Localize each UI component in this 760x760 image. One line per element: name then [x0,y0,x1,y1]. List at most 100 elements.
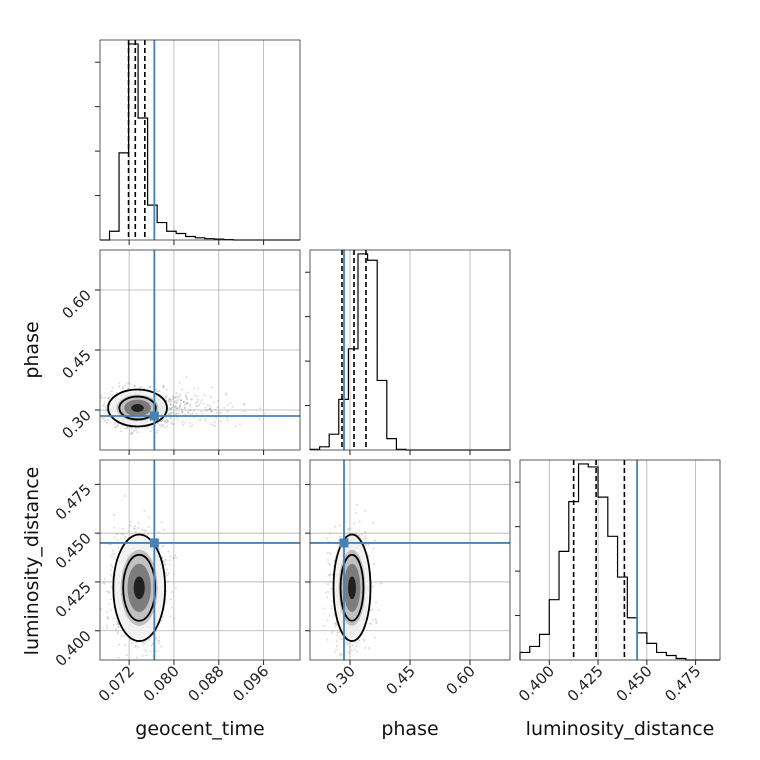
scatter-point [206,408,209,411]
scatter-point [173,400,176,403]
scatter-point [157,531,160,534]
scatter-point [158,640,161,642]
scatter-point [131,642,133,645]
scatter-point [168,412,170,415]
scatter-point [369,609,372,612]
scatter-point [134,426,137,429]
scatter-point [186,398,189,401]
scatter-point [160,619,163,622]
scatter-point [148,638,150,641]
truth-marker [149,538,159,548]
scatter-point [178,405,181,408]
scatter-point [107,396,110,399]
scatter-point [193,409,196,412]
scatter-point [160,425,163,428]
scatter-point [165,568,168,571]
scatter-point [378,609,380,612]
scatter-point [348,652,351,655]
scatter-point [158,636,161,639]
scatter-point [175,557,178,560]
scatter-point [166,420,169,423]
scatter-point [178,381,181,384]
scatter-point [181,420,184,423]
scatter-point [331,632,334,635]
scatter-point [107,419,110,422]
scatter-point [133,527,136,530]
scatter-point [111,553,114,556]
scatter-point [130,427,133,430]
scatter-point [176,418,179,421]
scatter-point [114,557,117,560]
scatter-point [211,386,214,389]
scatter-point [163,563,166,566]
scatter-point [114,422,117,425]
scatter-point [347,528,350,531]
scatter-point [183,421,186,424]
scatter-point [110,585,113,588]
scatter-point [182,401,185,404]
scatter-point [353,648,356,651]
scatter-point [329,532,331,535]
scatter-point [106,615,109,618]
scatter-point [213,425,216,427]
scatter-point [130,433,133,435]
scatter-point [166,574,169,577]
scatter-point [354,641,357,644]
scatter-point [160,545,163,548]
scatter-point [120,635,123,637]
scatter-point [141,641,144,644]
scatter-point [148,516,151,519]
scatter-point [196,400,199,403]
scatter-point [174,586,177,589]
scatter-point [355,644,358,647]
scatter-point [118,643,121,646]
scatter-point [165,395,168,398]
scatter-point [327,574,330,577]
scatter-point [226,419,228,422]
scatter-point [144,530,147,532]
scatter-point [370,622,372,625]
scatter-point [363,639,365,642]
truth-marker [339,538,349,548]
scatter-point [112,623,115,626]
scatter-point [168,412,171,415]
scatter-point [335,640,338,643]
scatter-point [166,421,169,424]
scatter-point [156,422,159,425]
scatter-point [136,645,139,648]
scatter-point [171,406,174,409]
scatter-point [162,423,165,426]
scatter-point [122,533,125,536]
scatter-point [335,634,338,637]
scatter-point [115,391,118,394]
scatter-point [179,402,182,405]
scatter-point [351,643,354,646]
scatter-point [197,387,200,390]
scatter-point [134,645,137,648]
scatter-point [209,405,212,408]
scatter-point [133,429,135,432]
scatter-point [209,423,212,426]
scatter-point [226,416,229,419]
scatter-point [102,582,105,585]
scatter-point [120,532,123,535]
scatter-point [185,403,188,406]
scatter-point [209,407,212,410]
scatter-point [128,381,131,384]
scatter-point [145,654,148,657]
scatter-point [172,395,174,398]
scatter-point [338,535,341,538]
scatter-point [169,555,172,558]
scatter-point [182,400,185,403]
scatter-point [141,528,144,531]
scatter-point [183,401,185,404]
scatter-point [184,395,187,398]
scatter-point [349,527,352,530]
scatter-point [330,604,333,607]
scatter-point [179,404,182,407]
scatter-point [339,653,342,655]
scatter-point [100,608,102,611]
labels-layer: geocent_time phase luminosity_distance p… [21,321,714,740]
scatter-point [160,424,163,427]
